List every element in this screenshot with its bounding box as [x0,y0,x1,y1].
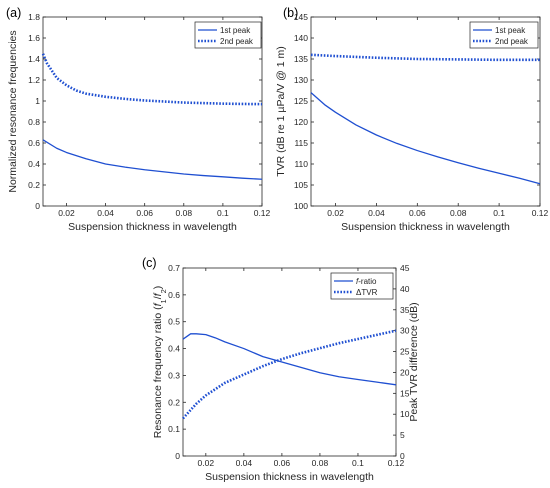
plot-area-frame [182,267,397,457]
x-axis-label: Suspension thickness in wavelength [68,221,237,233]
y-axis-label-right: Peak TVR difference (dB) [408,302,420,421]
y-axis-label-part: 1 [159,299,168,303]
x-tick-label: 0.06 [274,458,291,468]
y-tick-label: 100 [294,201,308,211]
x-tick-label: 0.02 [327,208,344,218]
y-tick-label: 0.1 [168,424,180,434]
y-right-tick-label: 5 [400,430,405,440]
y-tick-label: 130 [294,75,308,85]
y-right-tick-label: 30 [400,326,410,336]
y-axis-label: Normalized resonance frequencies [7,30,19,192]
y-tick-label: 135 [294,54,308,64]
y-tick-label: 0.7 [168,263,180,273]
x-tick-label: 0.08 [450,208,467,218]
x-tick-label: 0.04 [236,458,253,468]
y-right-tick-label: 35 [400,305,410,315]
legend-label-1: 1st peak [495,26,526,35]
series-line-1 [310,92,541,185]
y-axis-label-part: f [152,302,164,306]
series-line-2 [41,53,263,106]
y-tick-label: 110 [294,159,308,169]
y-tick-label: 1.8 [28,12,40,22]
y-tick-label: 1 [35,96,40,106]
legend-label-2: 2nd peak [220,37,254,46]
plot-area-frame [42,16,263,207]
y-tick-label: 0.5 [168,317,180,327]
x-tick-label: 0.1 [217,208,229,218]
y-tick-label: 115 [294,138,308,148]
y-right-tick-label: 25 [400,347,410,357]
y-axis-label-part: ) [152,286,164,290]
legend-box [194,21,262,49]
y-tick-label: 1.6 [28,33,40,43]
y-tick-label: 0.6 [28,138,40,148]
x-tick-label: 0.12 [388,458,405,468]
series-line-1 [182,333,397,386]
y-tick-label: 0.4 [28,159,40,169]
legend-box [469,21,539,49]
y-tick-label: 0.8 [28,117,40,127]
legend-label-text: -ratio [358,277,377,286]
legend-label-1: f-ratio [356,277,377,286]
y-tick-label: 0 [175,451,180,461]
legend-label-2: ΔTVR [356,288,378,297]
x-tick-label: 0.02 [198,458,215,468]
y-right-tick-label: 45 [400,263,410,273]
y-tick-label: 105 [294,180,308,190]
x-tick-label: 0.1 [493,208,505,218]
series-line-2 [310,53,540,62]
y-tick-label: 0.2 [168,397,180,407]
x-tick-label: 0.06 [409,208,426,218]
chart-panel-c: (c)0.02 0.04 0.06 0.08 0.1 0.1200.10.20.30.40… [142,256,420,483]
y-tick-label: 0 [35,201,40,211]
x-axis-label: Suspension thickness in wavelength [341,221,510,233]
y-tick-label: 140 [294,33,308,43]
x-tick-label: 0.04 [368,208,385,218]
x-tick-label: 0.12 [254,208,271,218]
legend-label-2: 2nd peak [495,37,529,46]
x-tick-label: 0.1 [352,458,364,468]
x-tick-label: 0.12 [532,208,549,218]
y-axis-label: TVR (dB re 1 µPa/V @ 1 m) [275,46,287,177]
legend-label-text: ΔTVR [356,288,378,297]
x-tick-label: 0.08 [312,458,329,468]
y-right-tick-label: 20 [400,367,410,377]
y-tick-label: 145 [294,12,308,22]
panel-label-a: (a) [6,6,21,20]
x-tick-label: 0.06 [136,208,153,218]
x-tick-label: 0.02 [58,208,75,218]
y-tick-label: 1.2 [28,75,40,85]
x-axis-label: Suspension thickness in wavelength [205,471,374,483]
y-right-tick-label: 0 [400,451,405,461]
chart-panel-a: (a) 0.02 0.04 0.06 0.08 0.1 0.12 0 0.2 0.4 0.6 0.8 1… [6,6,271,233]
series-line-2 [182,329,397,420]
plot-area-frame [310,16,541,207]
y-right-tick-label: 10 [400,409,410,419]
y-tick-label: 0.3 [168,370,180,380]
y-tick-label: 0.2 [28,180,40,190]
series-line-1 [42,139,263,180]
y-right-tick-label: 15 [400,388,410,398]
panel-label-c: (c) [142,256,157,270]
y-axis-label-part: / [152,296,164,299]
x-tick-label: 0.04 [97,208,114,218]
legend-box [330,272,394,300]
panel-label-b: (b) [283,6,298,20]
y-tick-label: 0.6 [168,290,180,300]
y-axis-label-part: 2 [159,289,168,293]
y-right-tick-label: 40 [400,284,410,294]
y-tick-label: 120 [294,117,308,127]
legend-label-italic: f [356,277,359,286]
x-tick-label: 0.08 [176,208,193,218]
y-tick-label: 0.4 [168,344,180,354]
chart-panel-b: (b) 0.02 0.04 0.06 0.08 0.1 0.12 100 105 110 115 12… [275,6,549,233]
y-tick-label: 1.4 [28,54,40,64]
y-axis-label-left: Resonance frequency ratio (f1/f2) [152,286,168,439]
y-tick-label: 125 [294,96,308,106]
y-axis-label-part: f [152,292,164,296]
y-axis-label-part: Resonance frequency ratio ( [152,306,164,438]
legend-label-1: 1st peak [220,26,251,35]
